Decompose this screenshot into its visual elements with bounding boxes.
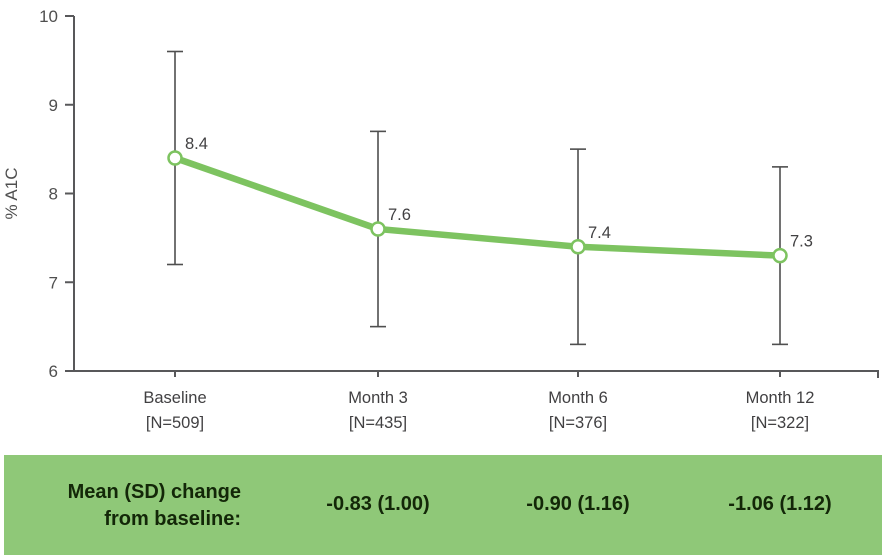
x-category-label: Month 3 [348,389,408,407]
summary-band-value-month12: -1.06 (1.12) [728,493,832,515]
data-point-label: 7.6 [388,206,411,224]
x-category-sublabel: [N=322] [751,414,809,432]
x-category-label: Month 6 [548,389,608,407]
x-category-sublabel: [N=509] [146,414,204,432]
data-point-label: 7.3 [790,233,813,251]
a1c-line-chart: 6 7 8 9 10 % A1C Baseline [N=509] Month 3 [N=435]… [2,7,879,432]
y-axis-title: % A1C [2,168,21,220]
summary-band: Mean (SD) change from baseline: -0.83 (1… [4,455,882,555]
summary-band-value-month6: -0.90 (1.16) [526,493,630,515]
series-line [171,154,784,259]
y-tick-label: 9 [49,96,58,115]
data-point-marker [370,221,386,237]
summary-band-label-line1: Mean (SD) change [67,481,241,503]
data-point-label: 8.4 [185,135,208,153]
x-category-sublabel: [N=435] [349,414,407,432]
data-point-marker [772,247,788,264]
summary-band-value-month3: -0.83 (1.00) [326,493,430,515]
summary-band-label: Mean (SD) change from baseline: [37,479,241,533]
y-tick-label: 7 [49,273,58,292]
y-tick-label: 6 [49,362,58,381]
data-point-label: 7.4 [588,224,611,242]
data-point-marker [167,150,183,166]
data-point-marker [570,239,586,255]
summary-band-label-line2: from baseline: [104,508,241,530]
x-category-label: Month 12 [746,389,815,407]
y-tick-label: 10 [39,7,58,26]
x-category-sublabel: [N=376] [549,414,607,432]
y-tick-label: 8 [49,185,58,204]
x-category-label: Baseline [143,389,206,407]
